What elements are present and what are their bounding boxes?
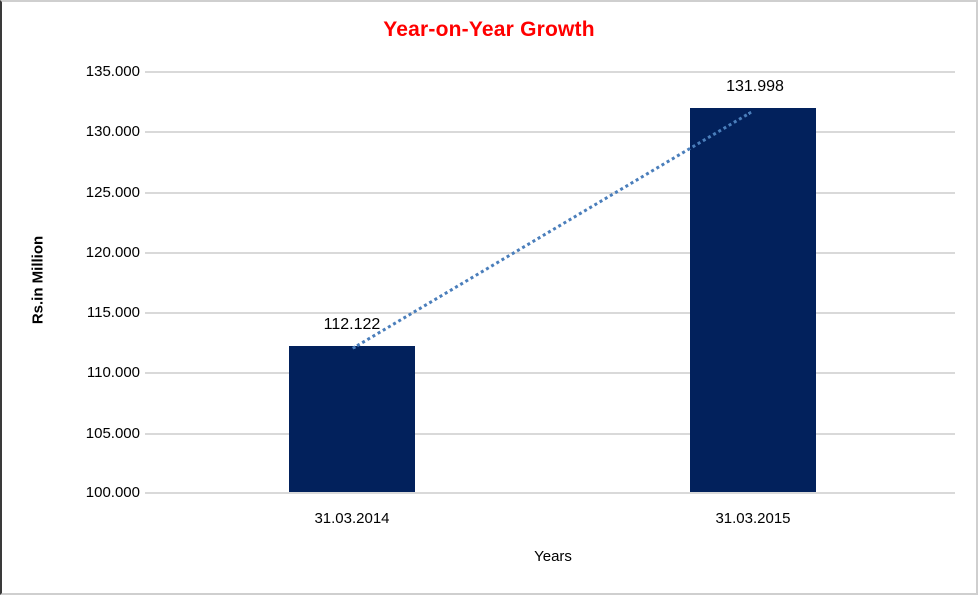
y-tick-label: 135.000: [85, 63, 140, 80]
gridline: [145, 192, 955, 194]
bar-2014: [289, 346, 415, 492]
data-label-2014: 112.122: [323, 316, 381, 333]
bar-2015: [690, 108, 816, 492]
x-tick-label: 31.03.2014: [314, 510, 390, 527]
y-tick-label: 125.000: [85, 184, 140, 201]
y-tick-label: 110.000: [86, 364, 140, 381]
x-axis-title: Years: [534, 548, 572, 565]
y-tick-label: 100.000: [85, 484, 140, 501]
gridline: [145, 131, 955, 133]
chart-title: Year-on-Year Growth: [383, 18, 595, 41]
gridline: [145, 252, 955, 254]
y-axis-title: Rs.in Million: [29, 235, 47, 325]
y-tick-label: 130.000: [85, 123, 140, 140]
x-tick-label: 31.03.2015: [715, 510, 791, 527]
gridline: [145, 312, 955, 314]
y-tick-label: 120.000: [85, 244, 140, 261]
data-label-2015: 131.998: [726, 78, 784, 95]
gridline: [145, 433, 955, 435]
y-tick-label: 105.000: [85, 425, 140, 442]
y-tick-label: 115.000: [86, 304, 140, 321]
gridline: [145, 71, 955, 73]
gridline: [145, 372, 955, 374]
x-axis-line: [145, 492, 955, 494]
